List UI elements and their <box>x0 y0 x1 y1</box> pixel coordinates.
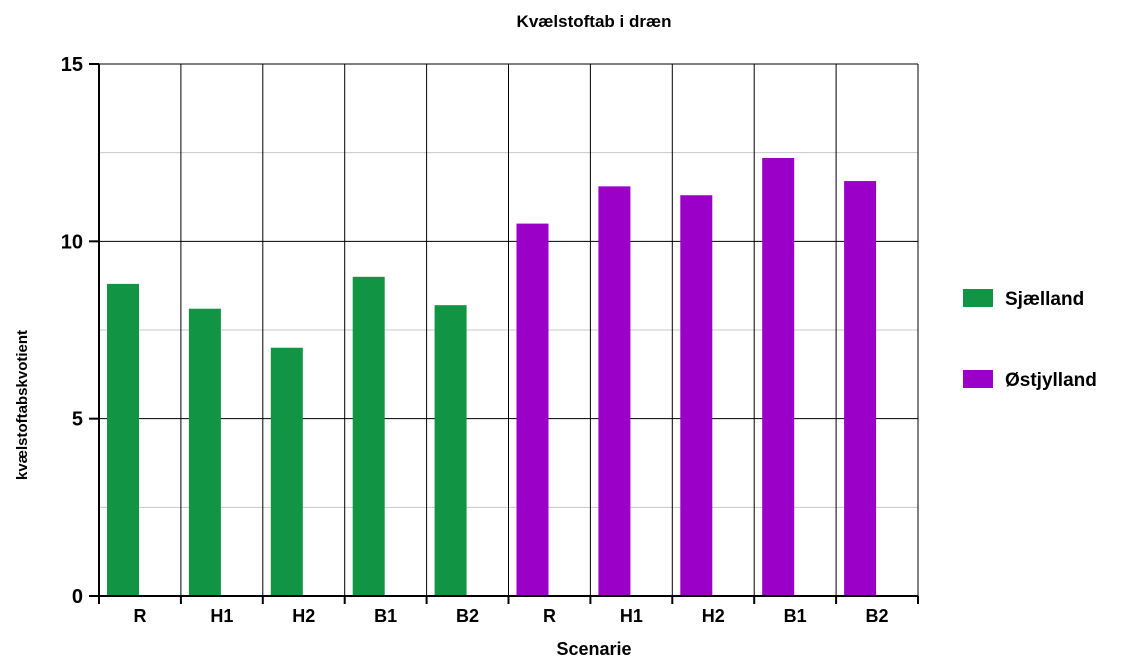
x-tick-label: H2 <box>292 606 315 626</box>
y-tick-label: 15 <box>61 54 83 76</box>
y-tick-label: 5 <box>72 409 83 431</box>
y-axis-label: kvælstoftabskvotient <box>14 330 31 480</box>
bar-sjaelland-h1 <box>188 308 221 596</box>
x-tick-label: B1 <box>784 606 807 626</box>
x-tick-label: R <box>133 606 146 626</box>
legend-swatch-sjaelland <box>963 289 993 307</box>
x-tick-label: R <box>543 606 556 626</box>
legend-label-ostjylland: Østjylland <box>1005 370 1097 391</box>
legend-label-sjaelland: Sjælland <box>1005 289 1084 310</box>
bar-sjaelland-r <box>107 283 139 596</box>
x-tick-label: B1 <box>374 606 397 626</box>
axes <box>89 63 919 604</box>
plot-grid <box>99 63 919 596</box>
tick-labels: 0 5 10 15 R H1 H2 B1 B2 R H1 H2 B1 B2 <box>61 54 889 626</box>
x-tick-label: H2 <box>702 606 725 626</box>
bar-ostjylland-r <box>516 223 549 596</box>
chart-title: Kvælstoftab i dræn <box>517 12 672 31</box>
y-tick-label: 10 <box>61 231 83 253</box>
x-tick-label: B2 <box>866 606 889 626</box>
bar-ostjylland-b1 <box>762 157 795 596</box>
bar-ostjylland-h1 <box>598 186 631 597</box>
bar-ostjylland-b2 <box>844 181 877 597</box>
bar-sjaelland-b2 <box>434 305 467 596</box>
x-tick-label: B2 <box>456 606 479 626</box>
bar-ostjylland-h2 <box>680 195 713 596</box>
legend-swatch-ostjylland <box>963 370 993 388</box>
bar-sjaelland-h2 <box>270 347 303 596</box>
y-tick-label: 0 <box>72 586 83 608</box>
bar-sjaelland-b1 <box>352 276 385 596</box>
x-axis-label: Scenarie <box>556 639 631 659</box>
x-tick-label: H1 <box>620 606 643 626</box>
legend: Sjælland Østjylland <box>963 289 1097 391</box>
x-tick-label: H1 <box>210 606 233 626</box>
bars <box>107 157 877 597</box>
